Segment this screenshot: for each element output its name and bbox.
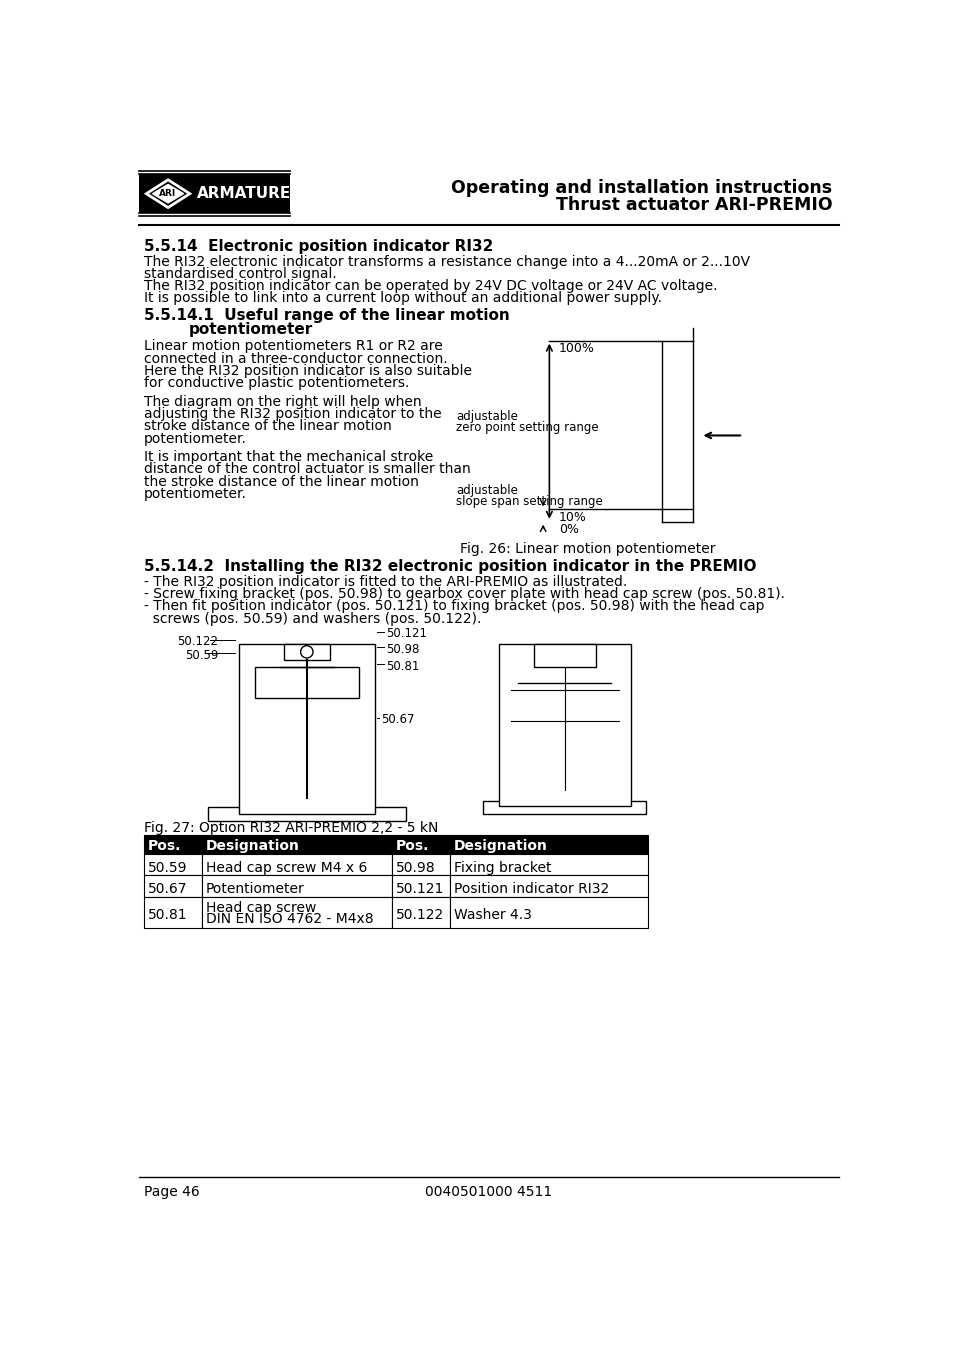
Text: 5.5.14.2  Installing the RI32 electronic position indicator in the PREMIO: 5.5.14.2 Installing the RI32 electronic … [144, 559, 756, 574]
Text: potentiometer.: potentiometer. [144, 488, 247, 501]
Text: Pos.: Pos. [395, 839, 429, 852]
Text: 50.67: 50.67 [381, 713, 415, 727]
Text: Head cap screw: Head cap screw [206, 901, 316, 916]
Bar [483, 801, 645, 813]
Text: The diagram on the right will help when: The diagram on the right will help when [144, 394, 421, 408]
Text: 50.81: 50.81 [386, 659, 419, 673]
Text: adjusting the RI32 position indicator to the: adjusting the RI32 position indicator to… [144, 407, 441, 422]
Text: 50.98: 50.98 [386, 643, 419, 655]
Text: Thrust actuator ARI-PREMIO: Thrust actuator ARI-PREMIO [555, 196, 831, 213]
Bar [392, 897, 450, 928]
Text: Potentiometer: Potentiometer [206, 882, 304, 896]
Bar [202, 835, 392, 854]
Text: DIN EN ISO 4762 - M4x8: DIN EN ISO 4762 - M4x8 [206, 912, 374, 925]
Text: Head cap screw M4 x 6: Head cap screw M4 x 6 [206, 861, 367, 874]
Text: 50.59: 50.59 [148, 861, 187, 874]
Bar [254, 667, 359, 698]
Text: Page 46: Page 46 [144, 1185, 199, 1198]
Text: the stroke distance of the linear motion: the stroke distance of the linear motion [144, 474, 418, 489]
Bar [144, 875, 202, 897]
Text: stroke distance of the linear motion: stroke distance of the linear motion [144, 419, 392, 434]
Text: 50.121: 50.121 [386, 627, 427, 640]
Bar [534, 644, 596, 667]
Bar [208, 808, 406, 821]
Text: ARI: ARI [159, 189, 176, 199]
Text: 10%: 10% [558, 511, 586, 524]
Bar [202, 875, 392, 897]
Text: 5.5.14  Electronic position indicator RI32: 5.5.14 Electronic position indicator RI3… [144, 239, 493, 254]
Text: The RI32 electronic indicator transforms a resistance change into a 4...20mA or : The RI32 electronic indicator transforms… [144, 254, 749, 269]
Text: screws (pos. 50.59) and washers (pos. 50.122).: screws (pos. 50.59) and washers (pos. 50… [144, 612, 481, 626]
Text: Fixing bracket: Fixing bracket [454, 861, 551, 874]
Text: - Then fit position indicator (pos. 50.121) to fixing bracket (pos. 50.98) with : - Then fit position indicator (pos. 50.1… [144, 600, 763, 613]
Text: adjustable: adjustable [456, 411, 517, 423]
Text: 50.81: 50.81 [148, 908, 188, 923]
Text: The RI32 position indicator can be operated by 24V DC voltage or 24V AC voltage.: The RI32 position indicator can be opera… [144, 280, 717, 293]
Text: slope span setting range: slope span setting range [456, 494, 602, 508]
Text: 50.122: 50.122 [395, 908, 444, 923]
Bar [138, 174, 290, 213]
Bar [450, 875, 647, 897]
Text: potentiometer.: potentiometer. [144, 431, 247, 446]
Bar [202, 854, 392, 875]
Text: for conductive plastic potentiometers.: for conductive plastic potentiometers. [144, 376, 409, 390]
Text: - Screw fixing bracket (pos. 50.98) to gearbox cover plate with head cap screw (: - Screw fixing bracket (pos. 50.98) to g… [144, 588, 784, 601]
Text: connected in a three-conductor connection.: connected in a three-conductor connectio… [144, 351, 447, 366]
Text: Fig. 26: Linear motion potentiometer: Fig. 26: Linear motion potentiometer [459, 543, 715, 557]
Text: Position indicator RI32: Position indicator RI32 [454, 882, 609, 896]
Text: 50.122: 50.122 [177, 635, 218, 648]
Text: 0%: 0% [558, 523, 578, 536]
Bar [239, 644, 375, 813]
Bar [392, 835, 450, 854]
Text: 50.121: 50.121 [395, 882, 444, 896]
Text: distance of the control actuator is smaller than: distance of the control actuator is smal… [144, 462, 471, 477]
Bar [144, 835, 202, 854]
Text: zero point setting range: zero point setting range [456, 422, 598, 434]
Text: 50.59: 50.59 [185, 648, 218, 662]
Text: 100%: 100% [558, 342, 594, 355]
Text: 0040501000 4511: 0040501000 4511 [425, 1185, 552, 1198]
Text: Designation: Designation [454, 839, 547, 852]
Polygon shape [152, 185, 183, 203]
Bar [392, 875, 450, 897]
Bar [392, 854, 450, 875]
Text: Here the RI32 position indicator is also suitable: Here the RI32 position indicator is also… [144, 363, 472, 378]
Polygon shape [146, 180, 190, 208]
Bar [202, 897, 392, 928]
Text: adjustable: adjustable [456, 484, 517, 497]
Bar [144, 897, 202, 928]
Text: 5.5.14.1  Useful range of the linear motion: 5.5.14.1 Useful range of the linear moti… [144, 308, 509, 323]
Bar [144, 854, 202, 875]
Bar [450, 854, 647, 875]
Text: Linear motion potentiometers R1 or R2 are: Linear motion potentiometers R1 or R2 ar… [144, 339, 442, 353]
Text: - The RI32 position indicator is fitted to the ARI-PREMIO as illustrated.: - The RI32 position indicator is fitted … [144, 574, 627, 589]
Circle shape [300, 646, 313, 658]
Bar [450, 835, 647, 854]
Text: 50.98: 50.98 [395, 861, 436, 874]
Text: standardised control signal.: standardised control signal. [144, 267, 336, 281]
Text: Fig. 27: Option RI32 ARI-PREMIO 2,2 - 5 kN: Fig. 27: Option RI32 ARI-PREMIO 2,2 - 5 … [144, 821, 438, 835]
Text: Pos.: Pos. [148, 839, 181, 852]
Text: It is important that the mechanical stroke: It is important that the mechanical stro… [144, 450, 433, 465]
Text: It is possible to link into a current loop without an additional power supply.: It is possible to link into a current lo… [144, 292, 661, 305]
Text: 50.67: 50.67 [148, 882, 187, 896]
Text: Designation: Designation [206, 839, 299, 852]
Text: Washer 4.3: Washer 4.3 [454, 908, 532, 923]
Text: potentiometer: potentiometer [189, 323, 313, 338]
Text: ARMATUREN: ARMATUREN [196, 186, 303, 201]
Bar [283, 644, 330, 659]
Text: Operating and installation instructions: Operating and installation instructions [451, 180, 831, 197]
Bar [450, 897, 647, 928]
Bar [498, 644, 630, 805]
